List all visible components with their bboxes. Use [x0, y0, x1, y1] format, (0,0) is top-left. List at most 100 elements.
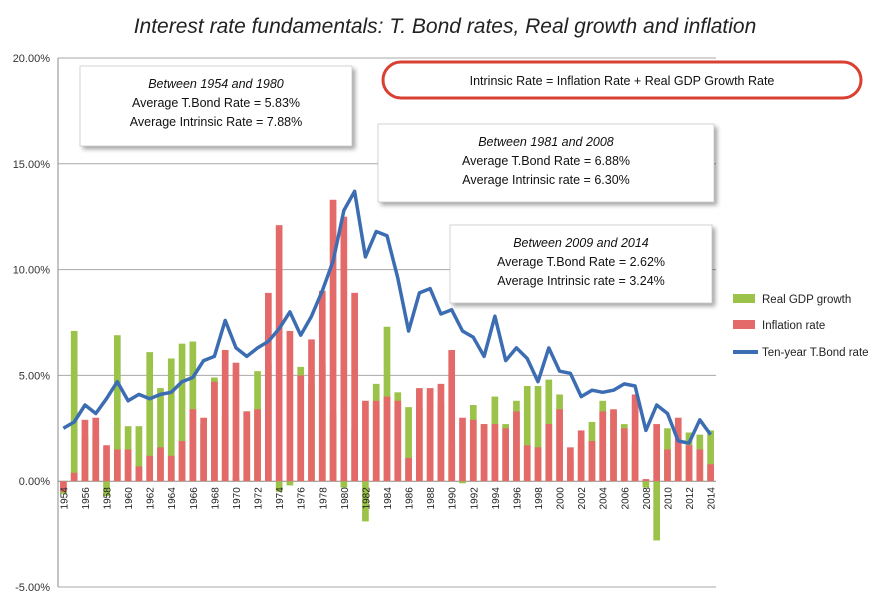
annotation-line: Average Intrinsic rate = 3.24% — [497, 274, 665, 288]
formula-outline — [381, 60, 863, 100]
inflation-bar — [308, 339, 315, 482]
bond-rate-series-line — [62, 189, 713, 445]
inflation-bar — [534, 447, 542, 482]
inflation-bar — [642, 479, 650, 482]
annotation-line: Average Intrinsic Rate = 7.88% — [130, 115, 302, 129]
inflation-bar — [383, 396, 391, 482]
inflation-bar — [362, 400, 369, 482]
inflation-bar — [146, 455, 154, 482]
inflation-bar — [577, 430, 585, 482]
inflation-bar — [351, 292, 358, 482]
x-tick-label: 2008 — [642, 487, 653, 510]
x-tick-label: 1996 — [512, 487, 523, 510]
x-tick-label: 2014 — [707, 487, 718, 510]
x-tick-label: 1954 — [59, 487, 70, 510]
inflation-bar — [221, 350, 229, 482]
x-tick-label: 1982 — [361, 487, 372, 510]
x-tick-label: 1976 — [297, 487, 308, 510]
formula-text: Intrinsic Rate = Inflation Rate + Real G… — [470, 74, 775, 88]
real-gdp-bar — [459, 481, 466, 484]
inflation-bar — [340, 216, 348, 482]
y-tick-label: 20.00% — [13, 53, 51, 65]
annotation-box — [449, 224, 713, 304]
inflation-bar — [620, 428, 628, 482]
x-tick-label: 2006 — [620, 487, 631, 510]
inflation-bar — [167, 455, 175, 482]
inflation-bar — [92, 417, 100, 482]
inflation-bar — [81, 419, 89, 482]
inflation-bar — [653, 424, 661, 482]
inflation-bar — [513, 411, 520, 482]
real-gdp-bar — [653, 481, 661, 541]
real-gdp-bar — [534, 385, 542, 482]
inflation-bar — [448, 350, 456, 482]
annotation-line: Average T.Bond Rate = 2.62% — [497, 255, 665, 269]
y-tick-label: 5.00% — [19, 370, 50, 382]
inflation-bar — [297, 375, 305, 482]
y-tick-label: 10.00% — [13, 265, 51, 277]
real-gdp-bar — [113, 335, 121, 482]
x-tick-label: 1962 — [146, 487, 157, 510]
inflation-bar — [135, 466, 143, 482]
inflation-bar — [685, 445, 693, 482]
x-tick-label: 1984 — [383, 487, 394, 510]
x-tick-label: 1966 — [189, 487, 200, 510]
inflation-bar — [480, 424, 488, 482]
x-tick-label: 1994 — [491, 487, 502, 510]
inflation-bar — [556, 409, 563, 482]
inflation-bar — [610, 409, 617, 482]
legend-label: Inflation rate — [762, 320, 825, 332]
real-gdp-bar — [275, 481, 283, 492]
real-gdp-bar — [70, 330, 78, 482]
chart-title: Interest rate fundamentals: T. Bond rate… — [134, 15, 757, 38]
real-gdp-bar — [135, 426, 143, 482]
inflation-bar — [200, 417, 207, 482]
inflation-bar — [491, 424, 499, 482]
x-tick-label: 1986 — [405, 487, 416, 510]
inflation-bar — [459, 417, 466, 482]
x-tick-label: 2000 — [556, 487, 567, 510]
x-tick-label: 2010 — [663, 487, 674, 510]
legend-label: Ten-year T.Bond rate — [762, 347, 869, 359]
inflation-bar — [211, 381, 218, 482]
inflation-bar — [103, 445, 110, 482]
inflation-bar — [599, 411, 607, 482]
x-tick-label: 1964 — [167, 487, 178, 510]
inflation-bar — [664, 449, 671, 482]
x-tick-label: 1956 — [81, 487, 92, 510]
legend-swatch — [733, 294, 755, 303]
x-tick-label: 2002 — [577, 487, 588, 510]
inflation-bar — [405, 457, 412, 482]
real-gdp-bar — [642, 481, 650, 488]
real-gdp-bar — [286, 481, 294, 486]
bond-rate-line — [62, 189, 713, 445]
inflation-bar — [545, 424, 553, 482]
inflation-bar — [329, 199, 337, 482]
x-tick-label: 1980 — [340, 487, 351, 510]
x-tick-label: 2004 — [599, 487, 610, 510]
real-gdp-bar — [167, 358, 175, 482]
x-tick-label: 1970 — [232, 487, 243, 510]
inflation-bar — [416, 388, 423, 482]
annotation-box — [79, 65, 353, 147]
inflation-bar — [243, 411, 251, 482]
x-tick-label: 2012 — [685, 487, 696, 510]
annotation-box — [377, 123, 715, 203]
real-gdp-bar — [707, 430, 714, 482]
inflation-bar — [523, 445, 531, 482]
inflation-bar — [502, 428, 509, 482]
annotation-line: Between 1981 and 2008 — [478, 135, 614, 149]
x-tick-label: 1974 — [275, 487, 286, 510]
inflation-bar — [265, 292, 272, 482]
inflation-bar — [70, 472, 78, 482]
annotation-line: Between 2009 and 2014 — [513, 236, 649, 250]
x-tick-label: 1968 — [210, 487, 221, 510]
inflation-bar — [254, 409, 261, 482]
inflation-bar — [696, 449, 704, 482]
x-tick-label: 1960 — [124, 487, 135, 510]
inflation-bar — [567, 447, 574, 482]
formula-callout: Intrinsic Rate = Inflation Rate + Real G… — [381, 60, 863, 100]
real-gdp-bar — [340, 481, 348, 488]
real-gdp-bar — [103, 481, 110, 497]
